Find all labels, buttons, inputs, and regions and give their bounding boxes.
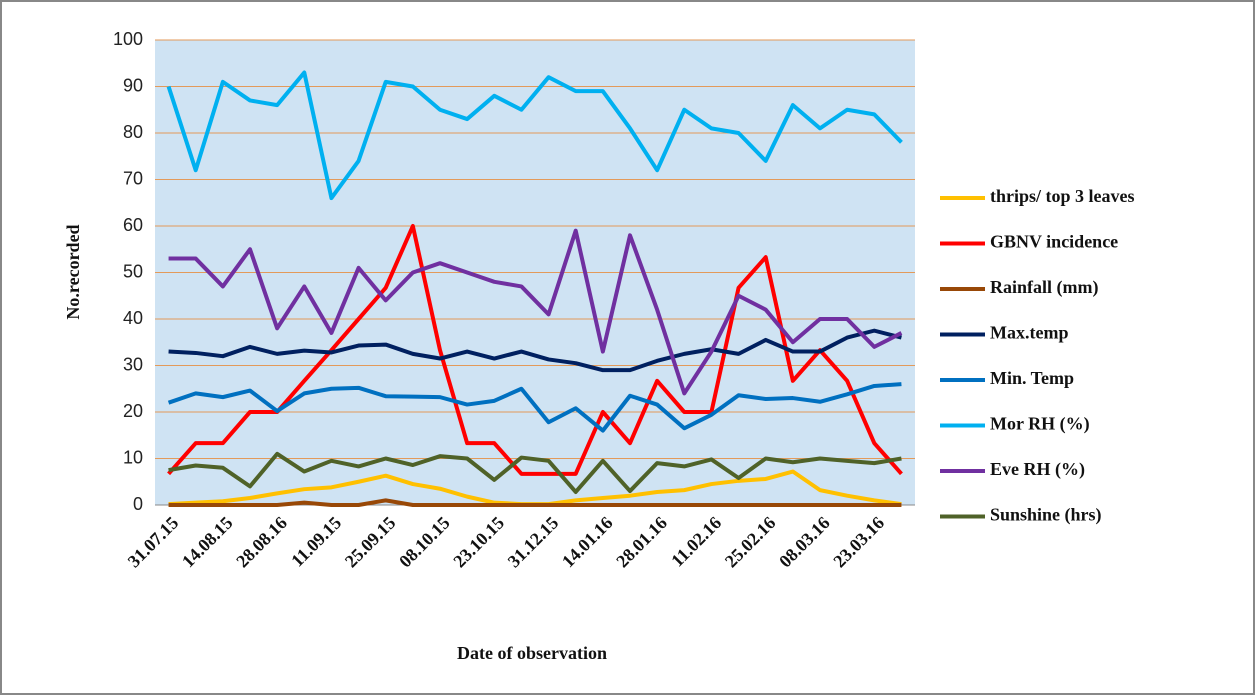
line-series <box>167 382 902 433</box>
line-series <box>168 451 902 494</box>
y-tick-label: 100 <box>113 29 143 49</box>
legend-label: Sunshine (hrs) <box>990 505 1102 526</box>
y-tick-label: 0 <box>133 494 143 514</box>
y-tick-label: 80 <box>123 122 143 142</box>
x-axis-label: Date of observation <box>457 643 607 663</box>
legend-label: Mor RH (%) <box>990 414 1090 435</box>
legend-label: Min. Temp <box>990 368 1074 388</box>
y-tick-label: 50 <box>123 261 143 281</box>
line-series <box>168 228 903 396</box>
y-axis-label: No.recorded <box>63 224 83 319</box>
line-series <box>166 70 903 201</box>
legend-label: Max.temp <box>990 323 1068 343</box>
y-tick-label: 40 <box>123 308 143 328</box>
legend-label: Eve RH (%) <box>990 459 1085 480</box>
y-tick-label: 90 <box>123 75 143 95</box>
y-tick-label: 70 <box>123 168 143 188</box>
line-series <box>168 498 902 507</box>
y-tick-label: 30 <box>123 354 143 374</box>
legend-label: thrips/ top 3 leaves <box>990 186 1135 206</box>
y-tick-label: 20 <box>123 401 143 421</box>
y-tick-label: 60 <box>123 215 143 235</box>
legend-label: Rainfall (mm) <box>990 277 1098 298</box>
legend-label: GBNV incidence <box>990 232 1118 252</box>
line-series <box>168 328 902 373</box>
y-tick-label: 10 <box>123 447 143 467</box>
line-series <box>167 224 903 476</box>
